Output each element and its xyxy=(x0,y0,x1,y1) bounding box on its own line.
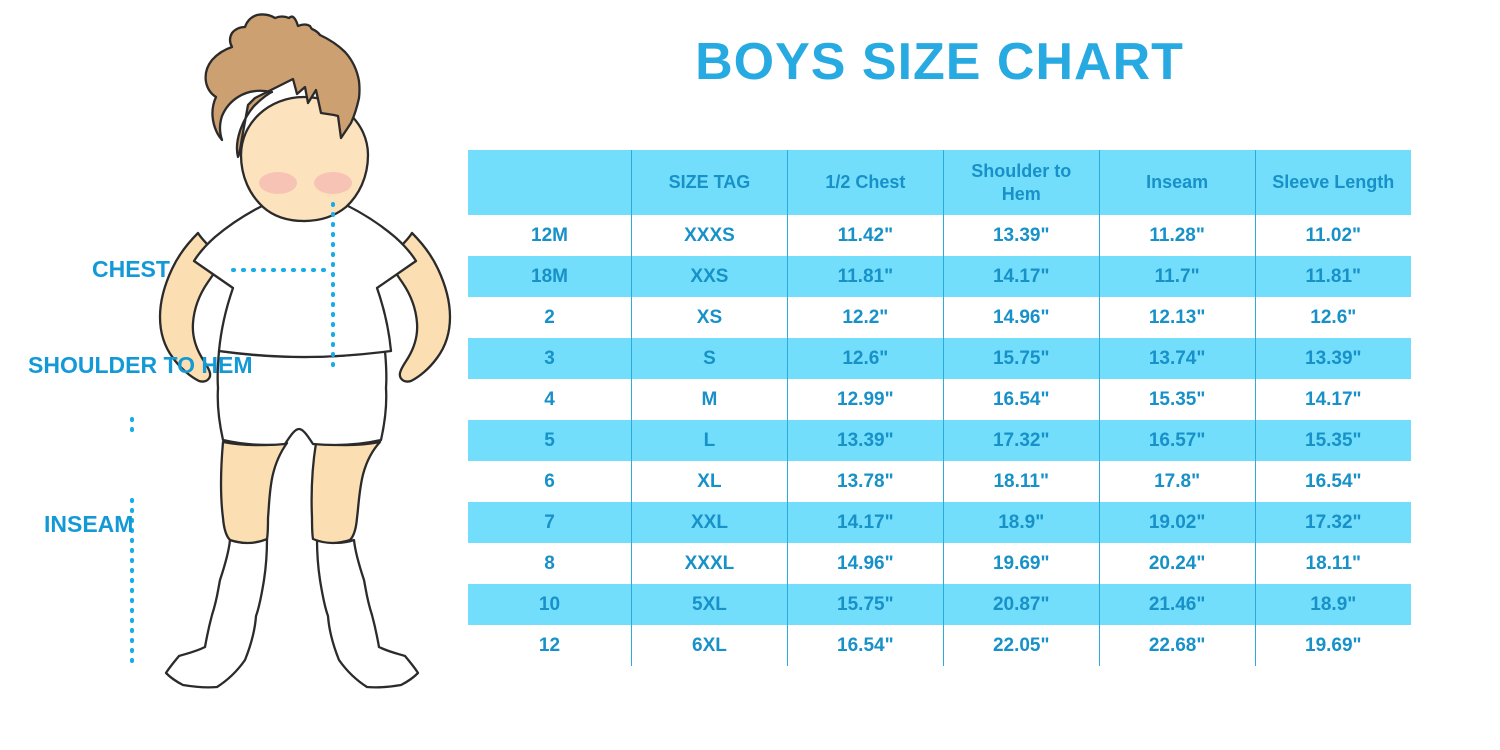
svg-text:SHOULDER TO HEM: SHOULDER TO HEM xyxy=(28,352,252,378)
svg-text:INSEAM: INSEAM xyxy=(44,511,133,537)
svg-text:CHEST: CHEST xyxy=(92,256,170,282)
